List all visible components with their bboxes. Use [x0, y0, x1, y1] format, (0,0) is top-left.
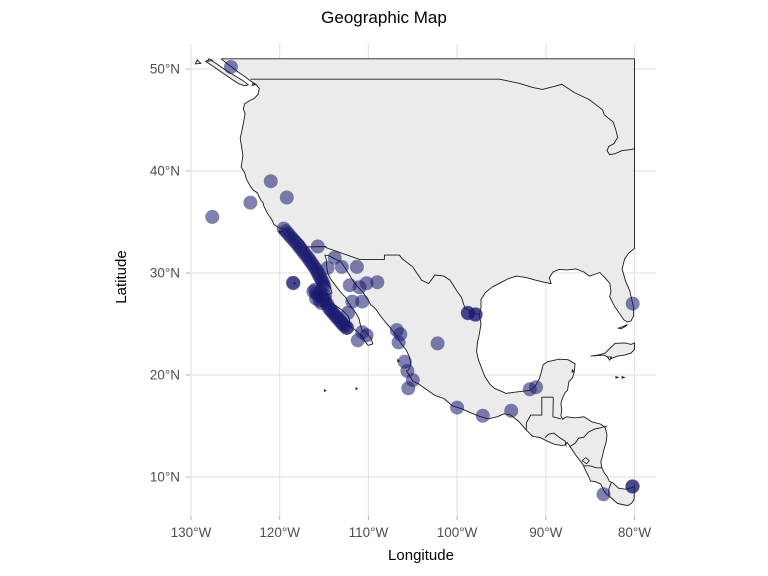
- island-shape: [355, 386, 359, 390]
- island-shape: [616, 324, 628, 330]
- y-tick-label: 40°N: [150, 164, 180, 179]
- y-tick-label: 50°N: [150, 62, 180, 77]
- data-points: [205, 60, 640, 502]
- border-line: [305, 246, 480, 316]
- x-tick-label: 90°W: [529, 525, 562, 540]
- border-line: [250, 78, 636, 156]
- border-line: [552, 397, 562, 420]
- data-point: [504, 403, 519, 418]
- data-point: [334, 259, 349, 274]
- data-point: [430, 336, 445, 351]
- data-point: [279, 190, 294, 205]
- island-shape: [590, 342, 635, 360]
- data-point: [320, 260, 335, 275]
- data-point: [223, 60, 238, 74]
- y-tick-label: 30°N: [150, 266, 180, 281]
- basemap: [194, 58, 636, 507]
- data-point: [468, 307, 483, 322]
- data-point: [401, 381, 416, 396]
- data-point: [596, 487, 611, 502]
- plot-title: Geographic Map: [321, 8, 447, 27]
- island-shape: [251, 82, 256, 86]
- island-shape: [571, 368, 575, 373]
- data-point: [370, 275, 385, 290]
- x-tick-label: 120°W: [259, 525, 300, 540]
- data-point: [359, 276, 374, 291]
- y-tick-label: 10°N: [150, 470, 180, 485]
- data-point: [243, 195, 258, 210]
- data-point: [286, 276, 301, 291]
- border-line: [569, 425, 608, 447]
- island-shape: [615, 375, 620, 379]
- lake-shape: [581, 457, 590, 465]
- data-point: [475, 408, 490, 423]
- border-line: [525, 396, 554, 431]
- y-tick-label: 20°N: [150, 368, 180, 383]
- data-point: [205, 209, 220, 224]
- border-line: [544, 432, 567, 447]
- data-point: [625, 479, 640, 494]
- axis-ticks: 130°W 120°W 110°W 100°W 90°W 80°W 10°N 20°N 30°N…: [150, 62, 652, 541]
- x-tick-label: 80°W: [618, 525, 651, 540]
- data-point: [391, 335, 406, 350]
- x-tick-label: 110°W: [349, 525, 389, 540]
- island-shape: [606, 356, 613, 362]
- data-point: [529, 380, 543, 395]
- data-point: [310, 239, 325, 254]
- x-tick-label: 130°W: [171, 525, 212, 540]
- data-point: [625, 296, 640, 311]
- island-shape: [621, 375, 626, 379]
- data-point: [349, 259, 364, 274]
- landmass-shape: [220, 58, 635, 507]
- x-tick-label: 100°W: [437, 525, 478, 540]
- border-line: [583, 465, 602, 469]
- data-point: [341, 305, 355, 320]
- data-point: [450, 400, 465, 415]
- island-shape: [207, 58, 214, 63]
- data-point: [345, 294, 360, 309]
- data-point: [350, 333, 365, 348]
- island-shape: [324, 388, 327, 392]
- x-axis-title: Longitude: [388, 547, 454, 564]
- data-point: [355, 294, 370, 309]
- data-point: [263, 174, 278, 189]
- island-shape: [194, 59, 202, 65]
- data-point: [339, 321, 354, 336]
